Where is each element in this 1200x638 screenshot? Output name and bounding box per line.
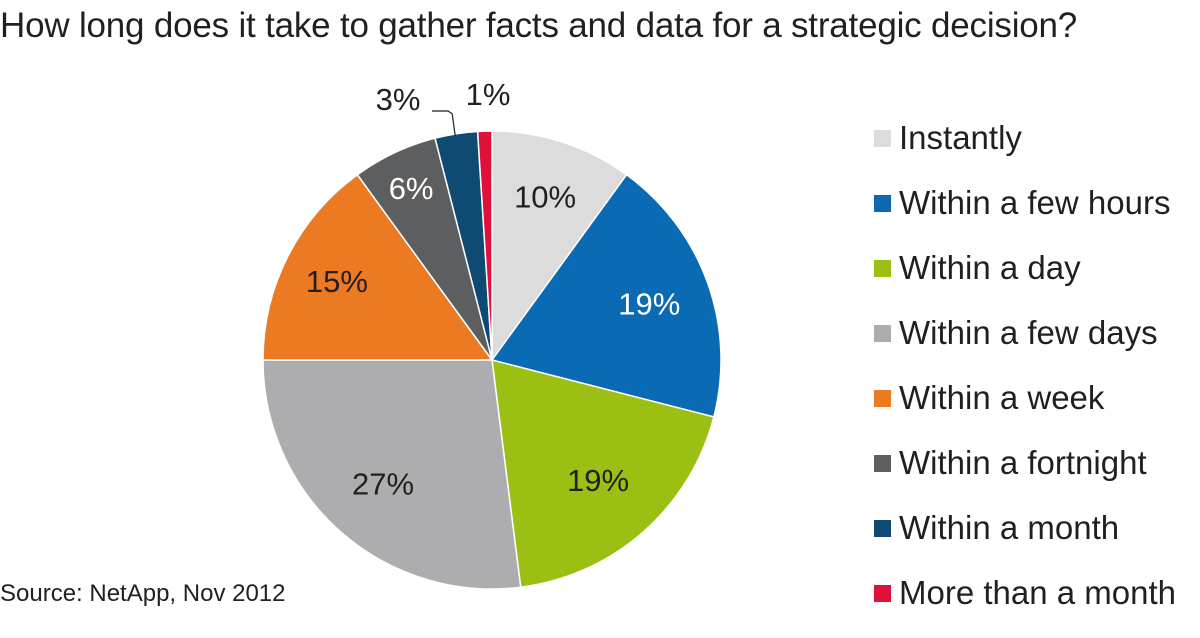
- pie-chart: 10% 19% 19% 27% 15% 6% 3% 1%: [262, 77, 722, 590]
- pie-slice: [490, 173, 722, 418]
- leader-line: [432, 110, 456, 136]
- slice-label: 27%: [352, 467, 414, 502]
- pie-slice: [262, 173, 494, 361]
- leader-lines: [432, 110, 456, 136]
- legend-label: Within a day: [899, 249, 1081, 286]
- pie-slice: [476, 130, 493, 361]
- slice-label: 1%: [466, 77, 511, 112]
- legend-swatch: [874, 130, 891, 147]
- pie-slice: [491, 130, 628, 363]
- slice-label: 6%: [389, 171, 434, 206]
- legend-label: Instantly: [899, 119, 1022, 156]
- legend-swatch: [874, 390, 891, 407]
- slice-label: 3%: [376, 82, 421, 117]
- legend-label: Within a week: [899, 379, 1105, 416]
- legend-swatch: [874, 325, 891, 342]
- slice-label: 10%: [514, 180, 576, 215]
- legend-swatch: [874, 520, 891, 537]
- legend-label: More than a month: [899, 574, 1176, 611]
- legend-label: Within a few days: [899, 314, 1158, 351]
- legend-swatch: [874, 455, 891, 472]
- slice-label: 15%: [306, 264, 368, 299]
- source-note: Source: NetApp, Nov 2012: [0, 580, 286, 607]
- slice-label: 19%: [567, 463, 629, 498]
- legend-swatch: [874, 585, 891, 602]
- pie-slice: [262, 359, 522, 590]
- legend-swatch: [874, 260, 891, 277]
- chart-title: How long does it take to gather facts an…: [0, 6, 1078, 45]
- legend-swatch: [874, 195, 891, 212]
- slice-labels: 10% 19% 19% 27% 15% 6% 3% 1%: [306, 77, 680, 502]
- pie-slice: [491, 358, 715, 589]
- slice-label: 19%: [618, 286, 680, 321]
- legend-label: Within a fortnight: [899, 444, 1147, 481]
- legend-label: Within a few hours: [899, 184, 1171, 221]
- pie-slices: [262, 130, 722, 590]
- legend-label: Within a month: [899, 509, 1120, 546]
